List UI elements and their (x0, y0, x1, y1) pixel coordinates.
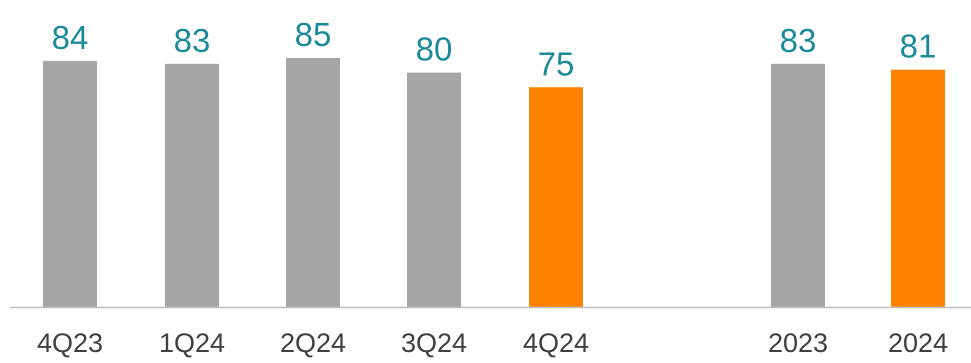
bars-group (43, 57, 945, 308)
x-tick-label-4q23: 4Q23 (37, 328, 103, 358)
data-label-2024: 81 (900, 28, 937, 65)
bar-1q24 (165, 63, 219, 308)
bar-2023 (771, 63, 825, 308)
data-label-4q23: 84 (52, 19, 89, 56)
data-labels-group: 84 83 85 80 75 83 81 (52, 16, 937, 82)
data-label-3q24: 80 (416, 31, 453, 68)
bar-4q24 (529, 87, 583, 307)
x-tick-labels-group: 4Q23 1Q24 2Q24 3Q24 4Q24 2023 2024 (37, 328, 948, 358)
data-label-2023: 83 (780, 22, 817, 59)
x-tick-label-3q24: 3Q24 (401, 328, 467, 358)
data-label-1q24: 83 (174, 22, 211, 59)
data-label-2q24: 85 (295, 16, 332, 53)
x-tick-label-2q24: 2Q24 (280, 328, 346, 358)
bar-2q24 (286, 57, 340, 308)
x-tick-label-4q24: 4Q24 (523, 328, 589, 358)
x-tick-label-1q24: 1Q24 (159, 328, 225, 358)
x-tick-label-2024: 2024 (888, 328, 948, 358)
data-label-4q24: 75 (538, 45, 575, 82)
x-tick-label-2023: 2023 (768, 328, 828, 358)
bar-2024 (891, 69, 945, 307)
bar-4q23 (43, 60, 97, 307)
bar-3q24 (407, 72, 461, 307)
